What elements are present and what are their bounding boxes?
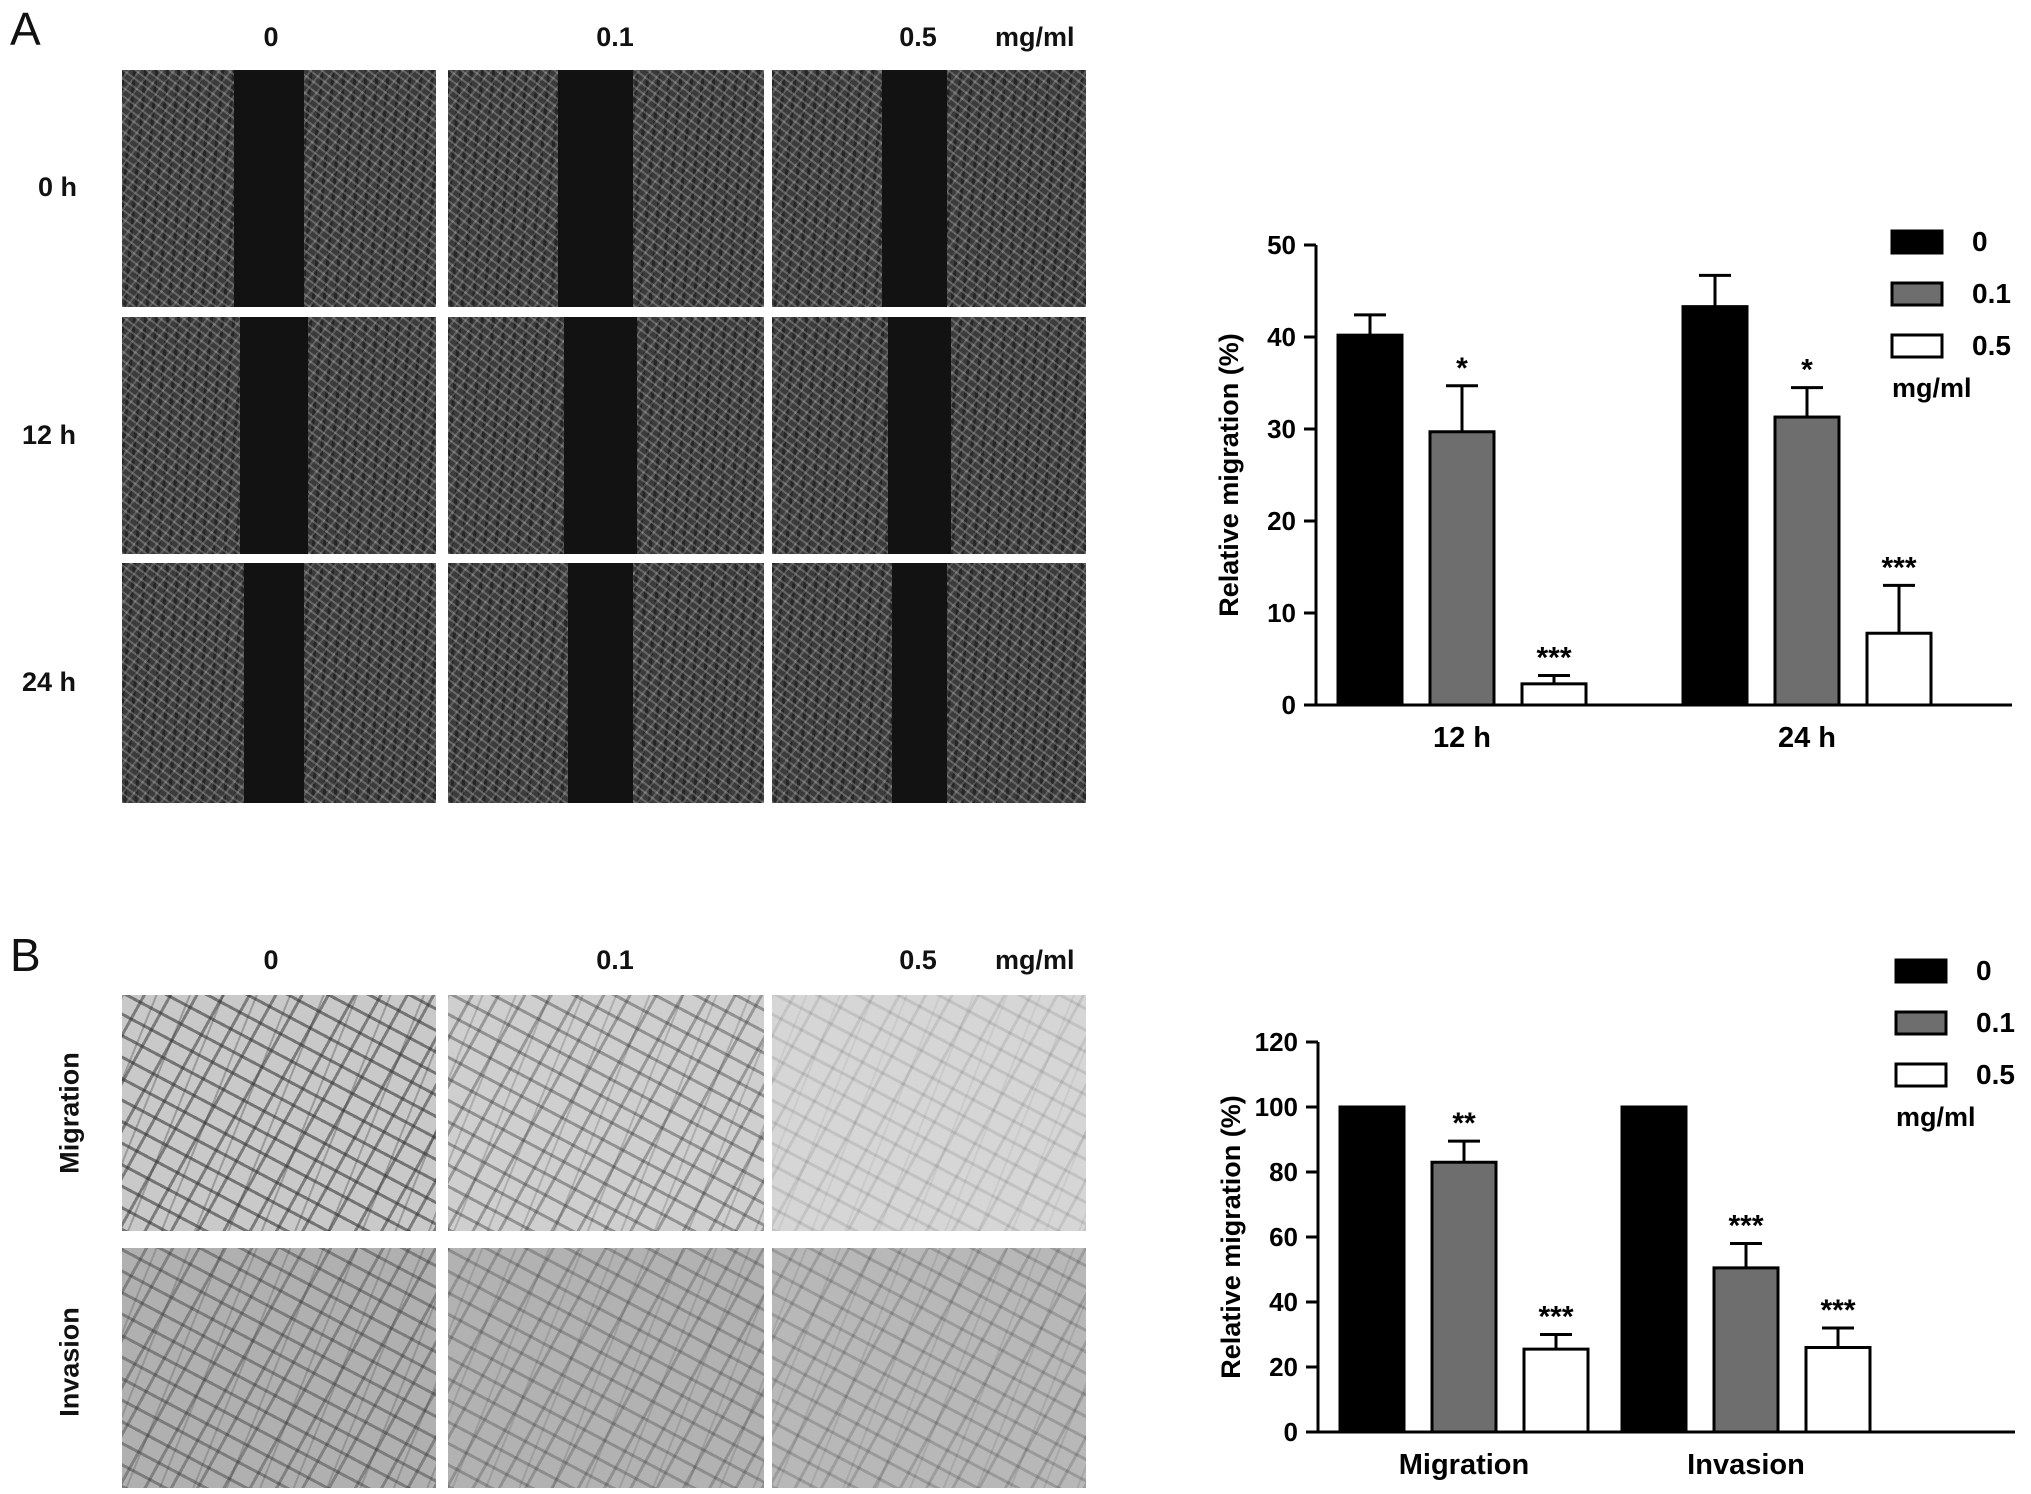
y-axis-label: Relative migration (%) [1216,1095,1246,1379]
bar-0-12h [1336,333,1404,707]
x-tick-label: 12 h [1433,722,1491,754]
panel-a-row-12h: 12 h [22,420,77,450]
y-tick-label: 10 [1267,598,1296,628]
transwell-micrograph [772,995,1086,1231]
legend-label: 0.5 [1976,1059,2015,1090]
legend-title: mg/ml [1896,1102,1976,1132]
bar-0-1-24h [1773,415,1841,707]
legend-label: 0 [1976,955,1992,986]
panel-b-row-invasion: Invasion [54,1307,85,1417]
bar-0-5-invasion [1804,1346,1872,1434]
bar-0-5-migration [1522,1347,1590,1434]
legend-label: 0.1 [1972,278,2011,309]
wound-healing-micrograph [122,563,436,803]
x-tick-label: 24 h [1778,722,1836,754]
significance-marker: * [1801,354,1813,387]
legend-swatch [1890,333,1944,359]
bar-0-invasion [1620,1105,1688,1434]
transwell-micrograph [122,995,436,1231]
legend-label: 0 [1972,226,1988,257]
legend-swatch [1890,281,1944,307]
wound-healing-micrograph [122,70,436,307]
y-axis-label: Relative migration (%) [1214,333,1244,617]
significance-marker: *** [1538,1301,1573,1334]
significance-marker: *** [1728,1210,1763,1243]
y-tick-label: 20 [1267,506,1296,536]
significance-marker: *** [1881,551,1916,584]
bar-0-1-invasion [1712,1266,1780,1434]
wound-healing-micrograph [448,317,764,554]
bar-0-5-12h [1520,682,1588,707]
y-tick-label: 40 [1267,322,1296,352]
y-tick-label: 80 [1269,1157,1298,1187]
legend-swatch [1894,1062,1948,1088]
y-tick-label: 20 [1269,1352,1298,1382]
panel-a-row-0h: 0 h [38,172,78,202]
y-tick-label: 0 [1282,690,1296,720]
transwell-micrograph [122,1248,436,1488]
bar-0-1-migration [1430,1160,1498,1434]
bar-0-migration [1338,1105,1406,1434]
panel-b-col-0: 0 [263,945,279,975]
panel-a-unit: mg/ml [995,22,1075,52]
wound-healing-micrograph [772,563,1086,803]
y-tick-label: 60 [1269,1222,1298,1252]
transwell-micrograph [772,1248,1086,1488]
panel-b-col-0-1: 0.1 [596,945,634,975]
panel-b-unit: mg/ml [995,945,1075,975]
legend-swatch [1894,1010,1948,1036]
significance-marker: ** [1452,1107,1476,1140]
wound-healing-micrograph [448,563,764,803]
x-tick-label: Migration [1399,1449,1530,1481]
y-tick-label: 50 [1267,230,1296,260]
panel-a-col-0-1: 0.1 [596,22,634,52]
legend-title: mg/ml [1892,373,1972,403]
legend-label: 0.1 [1976,1007,2015,1038]
bar-0-1-12h [1428,430,1496,707]
significance-marker: *** [1536,642,1571,675]
y-tick-label: 100 [1255,1092,1298,1122]
transwell-micrograph [448,995,764,1231]
legend-label: 0.5 [1972,330,2011,361]
y-tick-label: 40 [1269,1287,1298,1317]
wound-healing-micrograph [122,317,436,554]
legend-swatch [1894,958,1948,984]
panel-a-row-24h: 24 h [22,667,77,697]
bar-0-5-24h [1865,631,1933,707]
y-tick-label: 0 [1284,1417,1298,1447]
wound-healing-micrograph [772,70,1086,307]
y-tick-label: 120 [1255,1027,1298,1057]
legend-swatch [1890,229,1944,255]
panel-b-col-0-5: 0.5 [899,945,937,975]
significance-marker: * [1456,352,1468,385]
panel-a-col-0: 0 [263,22,279,52]
significance-marker: *** [1820,1294,1855,1327]
wound-healing-micrograph [448,70,764,307]
wound-healing-micrograph [772,317,1086,554]
x-tick-label: Invasion [1687,1449,1805,1481]
y-tick-label: 30 [1267,414,1296,444]
transwell-micrograph [448,1248,764,1488]
panel-b-row-migration: Migration [54,1052,85,1174]
bar-0-24h [1681,305,1749,707]
panel-label-a: A [10,3,41,55]
panel-a-col-0-5: 0.5 [899,22,937,52]
panel-label-b: B [10,929,41,981]
